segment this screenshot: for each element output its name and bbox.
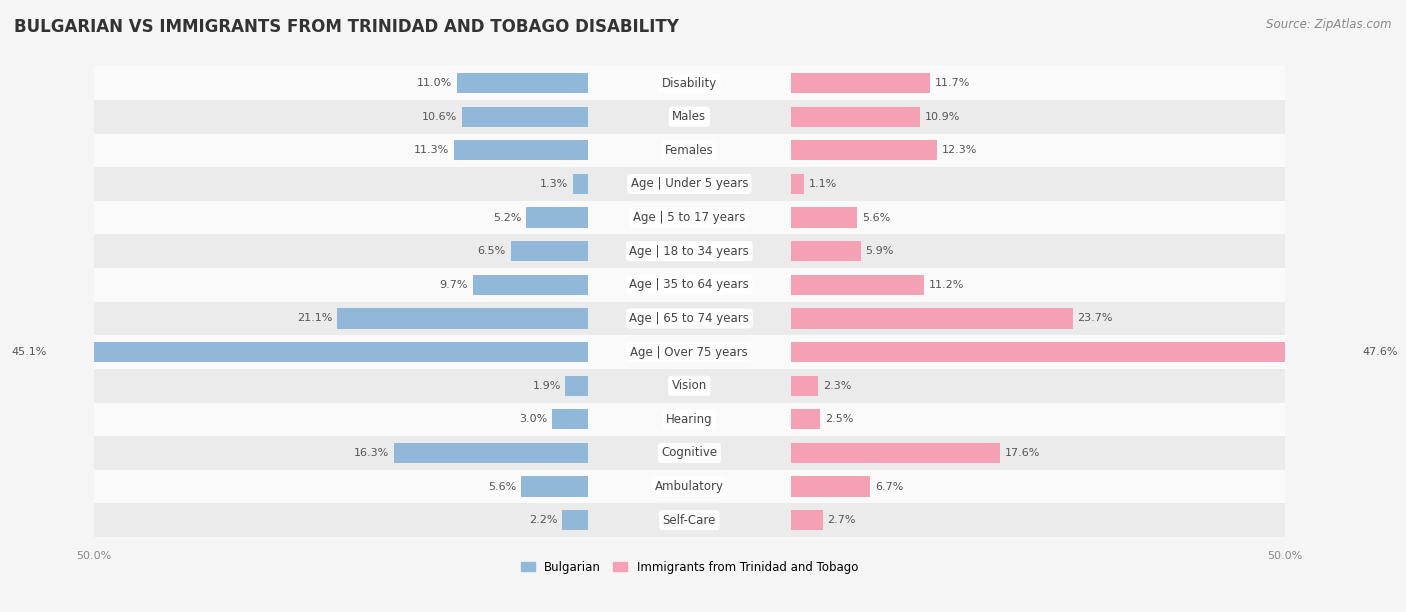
Text: 1.3%: 1.3% (540, 179, 568, 189)
Text: Vision: Vision (672, 379, 707, 392)
Bar (94, 133, 1285, 167)
Bar (790, 106, 921, 127)
Bar (94, 201, 1285, 234)
Bar (572, 174, 588, 194)
Bar (510, 241, 588, 261)
Text: 11.7%: 11.7% (935, 78, 970, 88)
Bar (790, 308, 1073, 329)
Bar (522, 477, 588, 497)
Bar (790, 174, 804, 194)
Text: 10.9%: 10.9% (925, 111, 960, 122)
Bar (94, 100, 1285, 133)
Text: 5.6%: 5.6% (488, 482, 516, 491)
Text: 1.9%: 1.9% (533, 381, 561, 390)
Bar (562, 510, 588, 531)
Text: Age | Under 5 years: Age | Under 5 years (630, 177, 748, 190)
Text: 21.1%: 21.1% (297, 313, 332, 324)
Text: Age | 35 to 64 years: Age | 35 to 64 years (630, 278, 749, 291)
Text: BULGARIAN VS IMMIGRANTS FROM TRINIDAD AND TOBAGO DISABILITY: BULGARIAN VS IMMIGRANTS FROM TRINIDAD AN… (14, 18, 679, 36)
Text: Females: Females (665, 144, 714, 157)
Bar (337, 308, 588, 329)
Text: Age | 18 to 34 years: Age | 18 to 34 years (630, 245, 749, 258)
Text: 5.6%: 5.6% (862, 212, 890, 223)
Bar (790, 207, 858, 228)
Text: Source: ZipAtlas.com: Source: ZipAtlas.com (1267, 18, 1392, 31)
Bar (790, 342, 1357, 362)
Text: 3.0%: 3.0% (519, 414, 547, 424)
Text: 1.1%: 1.1% (808, 179, 837, 189)
Text: 11.3%: 11.3% (413, 145, 449, 155)
Bar (790, 73, 929, 93)
Bar (790, 140, 936, 160)
Bar (94, 268, 1285, 302)
Text: Self-Care: Self-Care (662, 513, 716, 527)
Text: Cognitive: Cognitive (661, 447, 717, 460)
Text: Disability: Disability (662, 76, 717, 89)
Bar (463, 106, 588, 127)
Legend: Bulgarian, Immigrants from Trinidad and Tobago: Bulgarian, Immigrants from Trinidad and … (520, 561, 858, 573)
Bar (94, 335, 1285, 369)
Text: 9.7%: 9.7% (439, 280, 468, 290)
Bar (565, 376, 588, 396)
Text: Age | 5 to 17 years: Age | 5 to 17 years (633, 211, 745, 224)
Bar (51, 342, 588, 362)
Text: Ambulatory: Ambulatory (655, 480, 724, 493)
Text: Age | Over 75 years: Age | Over 75 years (630, 346, 748, 359)
Text: 23.7%: 23.7% (1077, 313, 1114, 324)
Bar (94, 436, 1285, 470)
Text: Males: Males (672, 110, 706, 123)
Text: 11.0%: 11.0% (418, 78, 453, 88)
Text: 5.2%: 5.2% (494, 212, 522, 223)
Bar (94, 167, 1285, 201)
Bar (454, 140, 588, 160)
Bar (94, 302, 1285, 335)
Text: 2.5%: 2.5% (825, 414, 853, 424)
Text: 10.6%: 10.6% (422, 111, 457, 122)
Bar (472, 275, 588, 295)
Text: 2.2%: 2.2% (529, 515, 557, 525)
Text: Hearing: Hearing (666, 413, 713, 426)
Bar (94, 403, 1285, 436)
Text: 47.6%: 47.6% (1362, 347, 1398, 357)
Text: 2.3%: 2.3% (823, 381, 851, 390)
Text: 5.9%: 5.9% (866, 246, 894, 256)
Bar (790, 376, 818, 396)
Text: 2.7%: 2.7% (828, 515, 856, 525)
Text: Age | 65 to 74 years: Age | 65 to 74 years (630, 312, 749, 325)
Bar (790, 275, 924, 295)
Text: 11.2%: 11.2% (928, 280, 965, 290)
Bar (526, 207, 588, 228)
Text: 6.5%: 6.5% (478, 246, 506, 256)
Bar (457, 73, 588, 93)
Bar (94, 234, 1285, 268)
Bar (394, 443, 588, 463)
Bar (790, 409, 820, 430)
Bar (94, 369, 1285, 403)
Bar (790, 477, 870, 497)
Bar (94, 470, 1285, 504)
Bar (790, 443, 1000, 463)
Bar (94, 504, 1285, 537)
Text: 16.3%: 16.3% (354, 448, 389, 458)
Text: 45.1%: 45.1% (11, 347, 46, 357)
Bar (94, 66, 1285, 100)
Bar (553, 409, 588, 430)
Text: 6.7%: 6.7% (875, 482, 904, 491)
Bar (790, 241, 860, 261)
Bar (790, 510, 823, 531)
Text: 12.3%: 12.3% (942, 145, 977, 155)
Text: 17.6%: 17.6% (1005, 448, 1040, 458)
